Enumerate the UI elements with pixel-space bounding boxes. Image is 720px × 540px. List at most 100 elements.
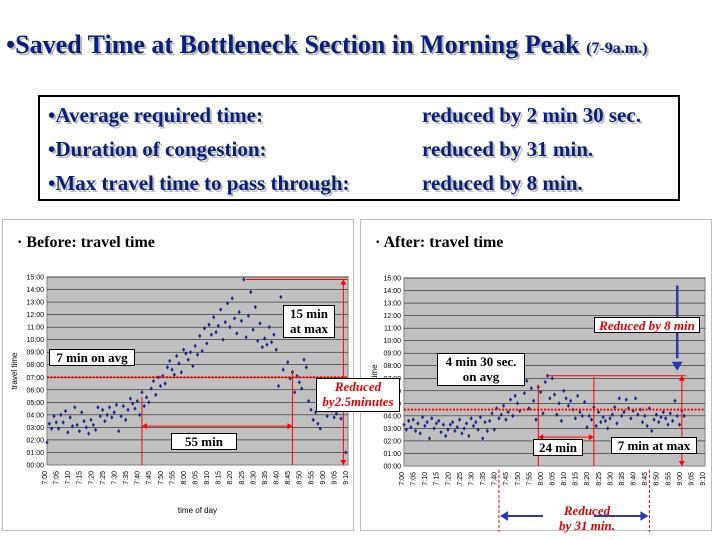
- data-point: [188, 350, 193, 355]
- data-point: [552, 392, 557, 397]
- data-point: [626, 406, 631, 411]
- reduced-max-arrow-head: [671, 361, 683, 371]
- data-point: [578, 409, 582, 415]
- data-point: [675, 413, 679, 419]
- x-tick-label: 8:20: [584, 472, 591, 486]
- reduced-max-note: Reduced by 8 min: [594, 317, 700, 333]
- x-tick-label: 8:40: [274, 471, 281, 485]
- data-point: [246, 313, 251, 319]
- before-chart-panel: · Before: travel time 00:00 01:00 02:00 03:…: [2, 219, 354, 531]
- before-chart-svg: 00:00 01:00 02:00 03:00 04:00 05:00 06:00 07:00…: [10, 275, 350, 516]
- data-point: [256, 338, 260, 344]
- data-point: [272, 332, 276, 337]
- data-point: [668, 411, 672, 416]
- reduction-arrow-head: [640, 511, 649, 521]
- x-tick-label: 7:00: [399, 472, 406, 486]
- y-tick-label: 12:00: [383, 313, 401, 320]
- data-point: [269, 339, 274, 345]
- data-point: [404, 427, 408, 432]
- data-point: [543, 379, 547, 385]
- data-point: [448, 422, 452, 427]
- data-point: [73, 405, 77, 410]
- data-point: [267, 324, 271, 330]
- x-tick-label: 7:20: [88, 471, 95, 485]
- data-point: [221, 337, 225, 342]
- data-point: [232, 316, 237, 321]
- x-tick-label: 7:00: [42, 471, 49, 485]
- data-point: [636, 412, 640, 417]
- data-point: [177, 361, 181, 366]
- data-point: [344, 450, 348, 455]
- data-point: [420, 414, 425, 420]
- data-point: [230, 296, 234, 301]
- data-point: [63, 408, 68, 414]
- summary-label: •Average required time:: [48, 103, 263, 127]
- y-tick-label: 06:00: [26, 387, 44, 394]
- data-point: [133, 406, 137, 411]
- data-point: [61, 420, 65, 425]
- data-point: [237, 309, 241, 315]
- data-point: [98, 413, 102, 419]
- duration-arrow-head: [538, 434, 544, 441]
- data-point: [309, 407, 313, 413]
- data-point: [274, 347, 278, 352]
- after-chart-title-text: After: travel time: [383, 234, 504, 251]
- data-point: [545, 373, 550, 378]
- x-tick-label: 7:10: [422, 472, 429, 486]
- data-point: [142, 403, 146, 409]
- data-point: [70, 423, 75, 429]
- after-chart-panel: · After: travel time 00:00 01:00 02:00 03:0…: [360, 219, 712, 533]
- data-point: [562, 388, 566, 393]
- x-tick-label: 9:05: [688, 472, 695, 486]
- data-point: [212, 314, 216, 320]
- data-point: [147, 400, 151, 405]
- data-point: [87, 431, 91, 436]
- data-point: [96, 405, 100, 410]
- x-tick-label: 8:35: [619, 472, 626, 486]
- data-point: [304, 365, 308, 370]
- x-tick-label: 7:50: [515, 472, 522, 486]
- data-point: [529, 386, 533, 391]
- max-arrow-head: [678, 461, 685, 466]
- x-tick-label: 7:25: [100, 471, 107, 485]
- after-max-label: 7 min at max: [611, 437, 697, 454]
- data-point: [281, 367, 285, 372]
- data-point: [249, 289, 253, 295]
- x-tick-label: 8:20: [227, 471, 234, 485]
- y-tick-label: 09:00: [26, 350, 44, 357]
- data-point: [202, 326, 207, 331]
- data-point: [175, 353, 179, 359]
- data-point: [244, 334, 248, 340]
- x-tick-label: 8:05: [550, 472, 557, 486]
- x-tick-label: 7:25: [457, 472, 464, 486]
- x-tick-label: 7:45: [503, 472, 510, 486]
- data-point: [455, 424, 459, 430]
- x-tick-label: 8:10: [204, 471, 211, 485]
- data-point: [673, 398, 677, 404]
- data-point: [316, 421, 320, 426]
- x-tick-label: 9:00: [320, 471, 327, 485]
- data-point: [94, 427, 98, 433]
- before-avg-label: 7 min on avg: [49, 349, 135, 366]
- data-point: [260, 344, 264, 350]
- x-tick-label: 7:15: [77, 471, 84, 485]
- data-point: [216, 323, 220, 329]
- data-point: [239, 318, 244, 324]
- x-tick-label: 8:25: [596, 472, 603, 486]
- y-tick-label: 10:00: [26, 337, 44, 344]
- data-point: [457, 417, 462, 422]
- summary-row-duration: •Duration of congestion: reduced by 31 m…: [48, 137, 593, 162]
- x-tick-label: 9:05: [331, 471, 338, 485]
- y-tick-label: 03:00: [383, 426, 401, 433]
- data-point: [647, 406, 652, 411]
- after-avg-label: 4 min 30 sec. on avg: [437, 353, 525, 386]
- data-point: [332, 415, 336, 420]
- x-tick-label: 8:15: [573, 472, 580, 486]
- data-point: [640, 419, 645, 425]
- x-tick-label: 7:55: [526, 472, 533, 486]
- data-point: [144, 395, 149, 400]
- x-tick-label: 7:35: [480, 472, 487, 486]
- y-tick-label: 00:00: [26, 463, 44, 470]
- data-point: [631, 408, 635, 414]
- y-tick-label: 01:00: [26, 450, 44, 457]
